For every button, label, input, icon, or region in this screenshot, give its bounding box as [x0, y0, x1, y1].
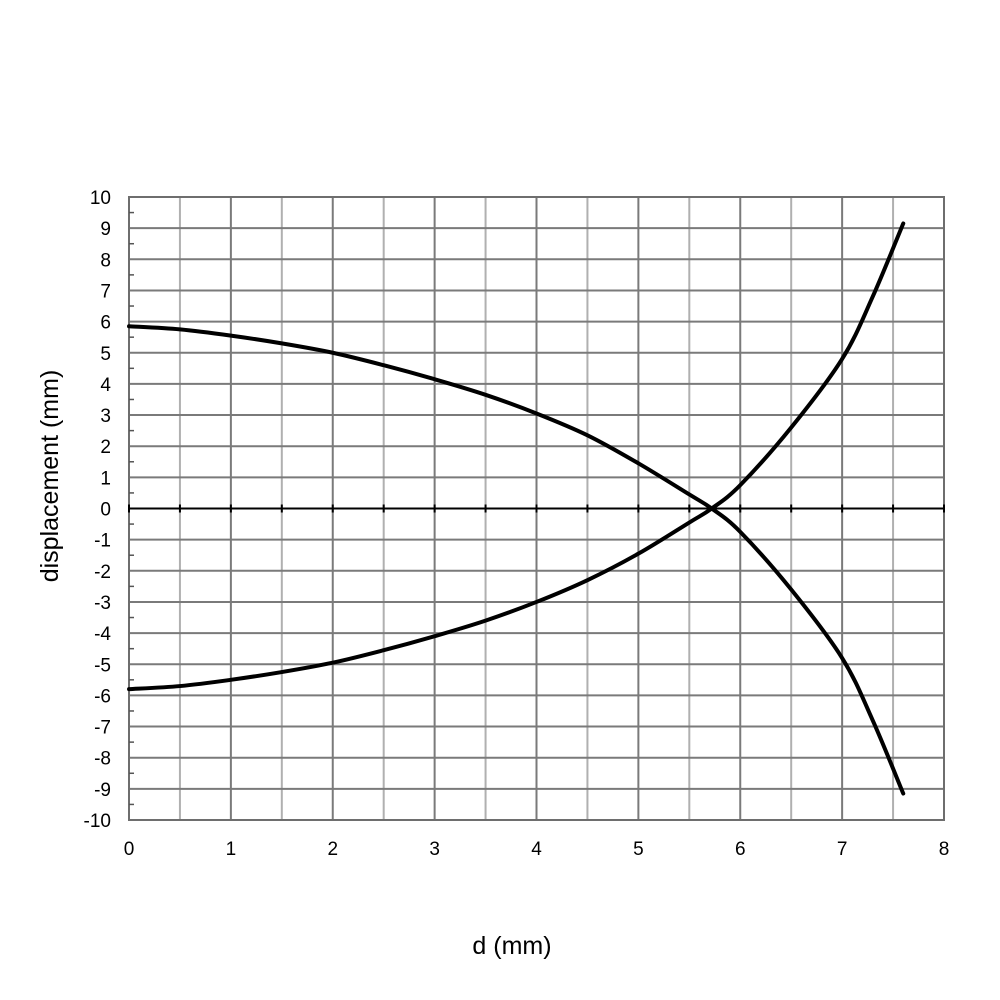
y-tick-label: -3 — [94, 593, 111, 614]
series-line-1 — [127, 324, 906, 796]
y-axis-title: displacement (mm) — [36, 370, 64, 583]
y-tick-label: 10 — [90, 188, 111, 209]
y-tick-label: -6 — [94, 686, 111, 707]
y-tick-label: -9 — [94, 780, 111, 801]
y-tick-label: -10 — [84, 811, 111, 832]
x-tick-label: 8 — [939, 839, 950, 860]
y-tick-label: -2 — [94, 562, 111, 583]
y-tick-label: -8 — [94, 749, 111, 770]
y-tick-label: 1 — [100, 468, 111, 489]
y-tick-label: 8 — [100, 250, 111, 271]
x-tick-label: 2 — [327, 839, 338, 860]
y-tick-label: -5 — [94, 655, 111, 676]
series-layer — [127, 221, 906, 796]
y-tick-label: -1 — [94, 531, 111, 552]
x-tick-label: 0 — [124, 839, 135, 860]
y-tick-label: 4 — [100, 375, 111, 396]
y-tick-label: -4 — [94, 624, 111, 645]
tick-labels: 0 1 2 3 4 5 6 7 8109876543210-1-2-3-4-5-6-7-8-9-… — [84, 188, 950, 860]
series-line-2 — [127, 221, 906, 692]
y-tick-label: 0 — [100, 500, 111, 521]
x-tick-label: 5 — [633, 839, 644, 860]
y-tick-label: 6 — [100, 313, 111, 334]
x-tick-label: 3 — [429, 839, 440, 860]
x-tick-label: 7 — [837, 839, 848, 860]
x-tick-label: 4 — [531, 839, 542, 860]
x-axis-title: d (mm) — [472, 932, 551, 960]
y-tick-label: -7 — [94, 718, 111, 739]
x-tick-label: 1 — [226, 839, 237, 860]
y-tick-label: 7 — [100, 281, 111, 302]
x-tick-label: 6 — [735, 839, 746, 860]
y-tick-label: 5 — [100, 344, 111, 365]
y-tick-label: 2 — [100, 437, 111, 458]
zero-line-layer — [128, 504, 945, 513]
y-tick-label: 9 — [100, 219, 111, 240]
y-tick-label: 3 — [100, 406, 111, 427]
